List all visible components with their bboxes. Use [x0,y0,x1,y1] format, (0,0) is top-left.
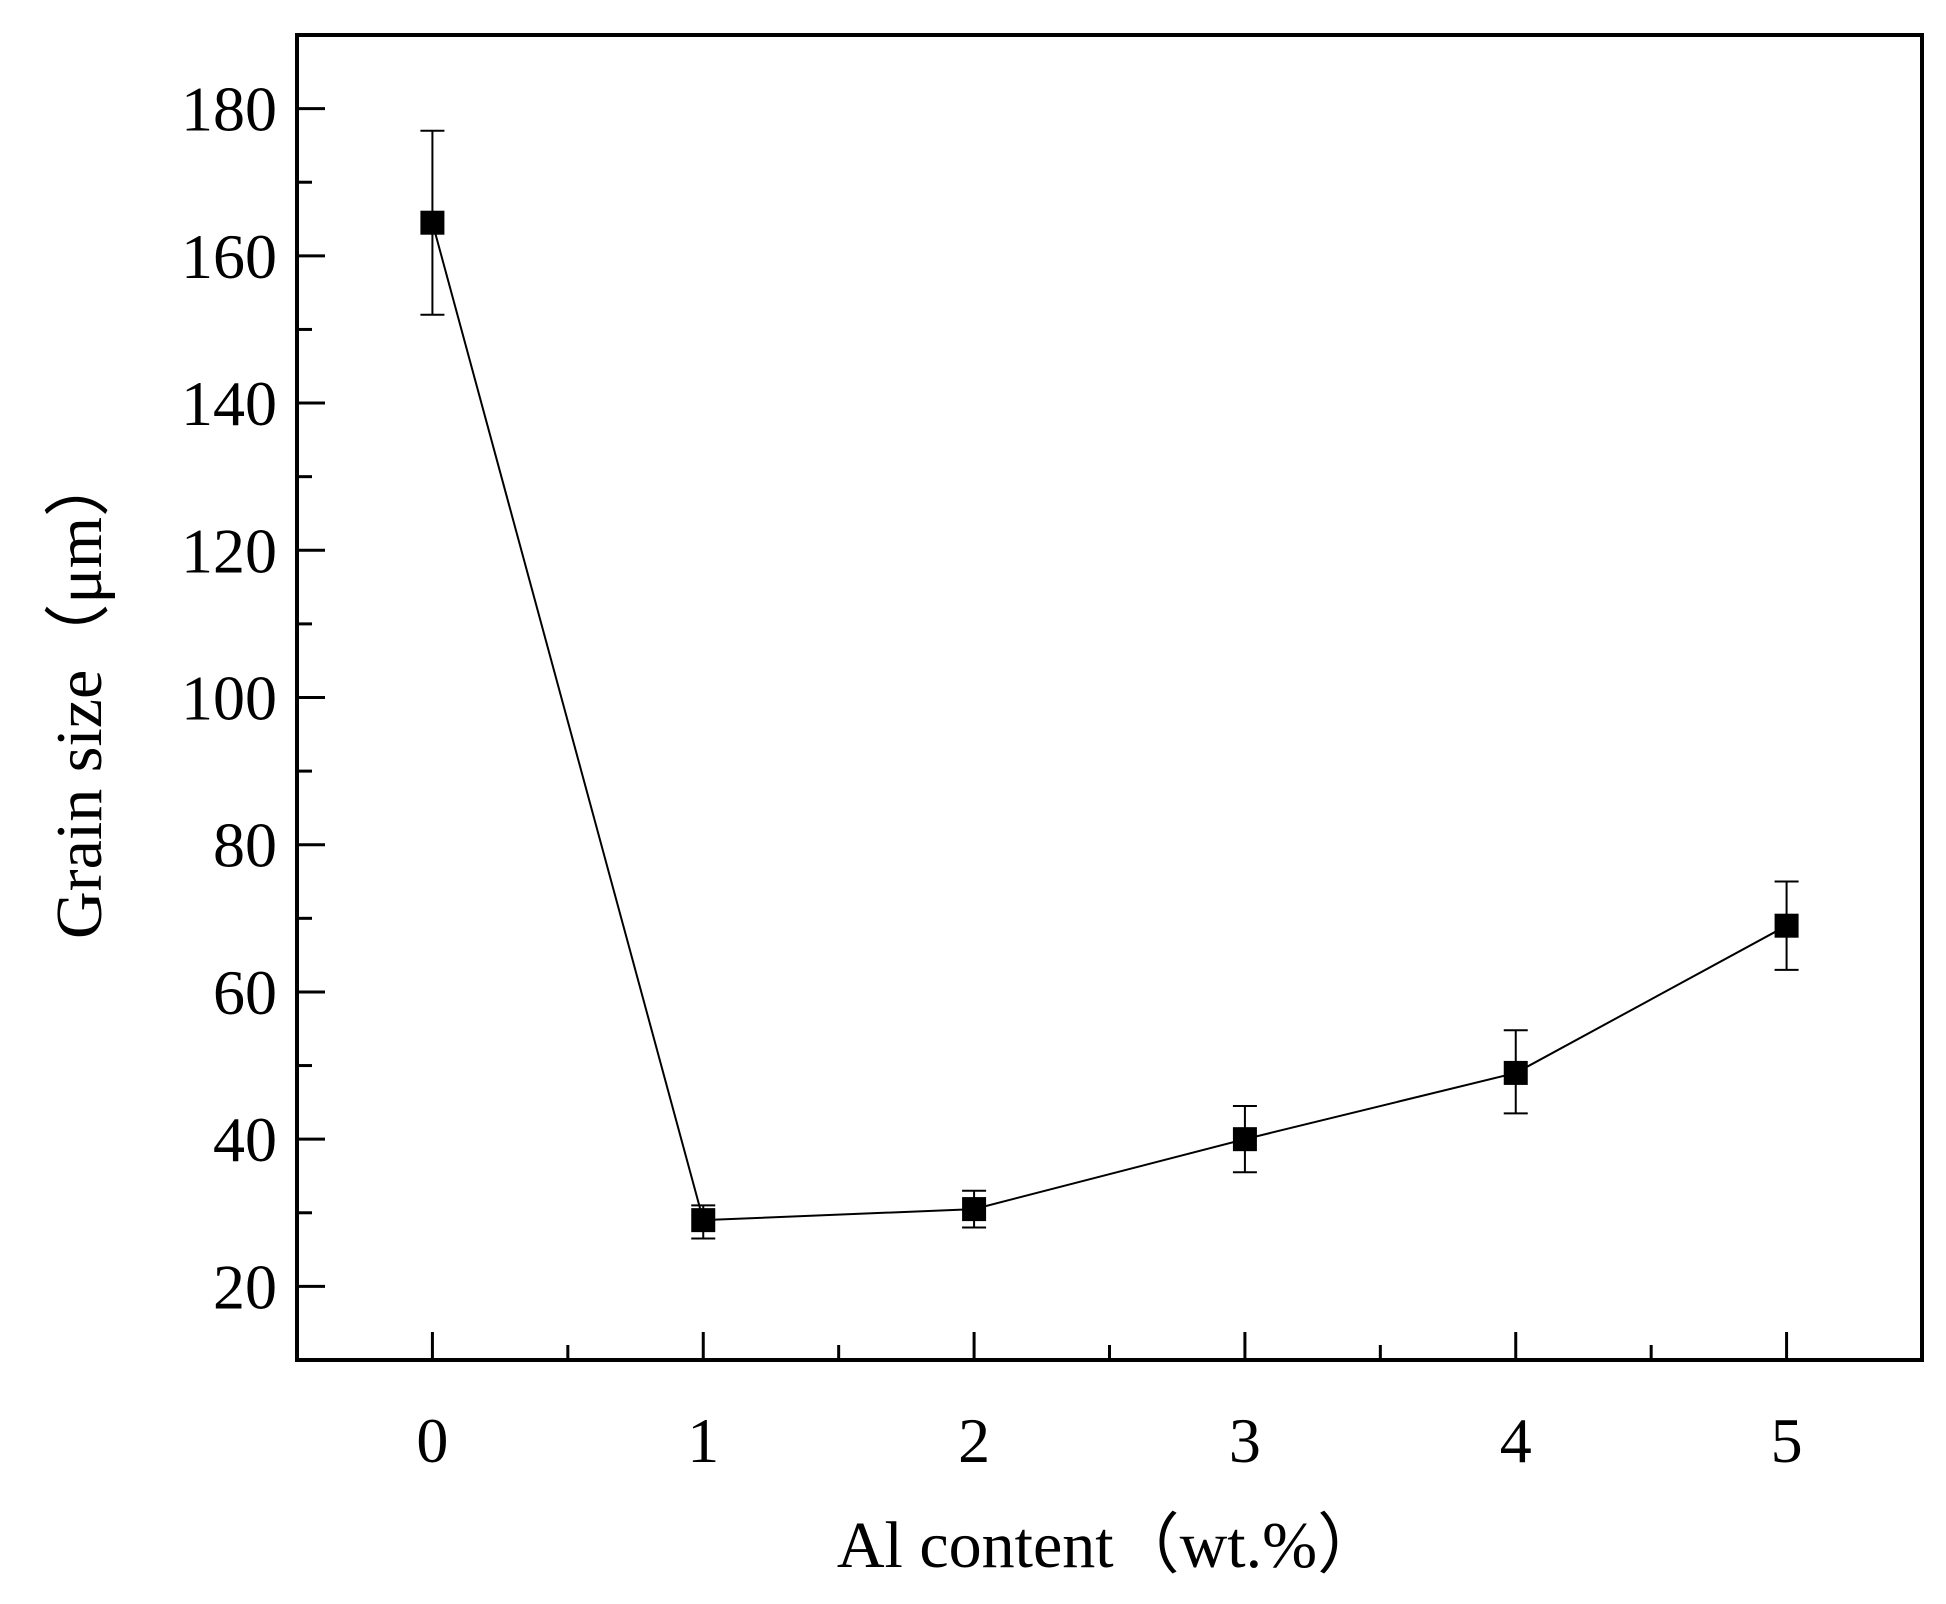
y-tick-label: 100 [181,663,277,734]
x-tick-label: 2 [958,1405,990,1476]
x-tick-label: 1 [687,1405,719,1476]
y-axis: 20 40 60 80 100 120 140 160 180 [181,74,325,1322]
x-axis-title: Al content（wt.%） [837,1509,1383,1582]
y-tick-label: 80 [213,810,277,881]
x-tick-label: 3 [1229,1405,1261,1476]
data-point-marker [1232,1127,1257,1152]
plot-frame [295,33,1924,1362]
y-tick-label: 140 [181,368,277,439]
y-tick-label: 120 [181,515,277,586]
y-tick-label: 40 [213,1104,277,1175]
y-tick-label: 180 [181,74,277,145]
y-tick-label: 60 [213,957,277,1028]
x-axis: 0 1 2 3 4 5 [416,1332,1803,1476]
data-series [420,129,1799,1240]
x-tick-label: 0 [416,1405,448,1476]
y-tick-label: 20 [213,1251,277,1322]
data-point-marker [962,1197,987,1222]
x-tick-label: 4 [1500,1405,1532,1476]
y-axis-title: Grain size（μm） [43,451,116,939]
data-point-marker [420,210,445,235]
data-point-marker [1503,1060,1528,1085]
data-point-marker [1774,913,1799,938]
y-tick-label: 160 [181,221,277,292]
x-tick-label: 5 [1771,1405,1803,1476]
data-point-marker [691,1208,716,1233]
series-line [431,222,1788,1222]
